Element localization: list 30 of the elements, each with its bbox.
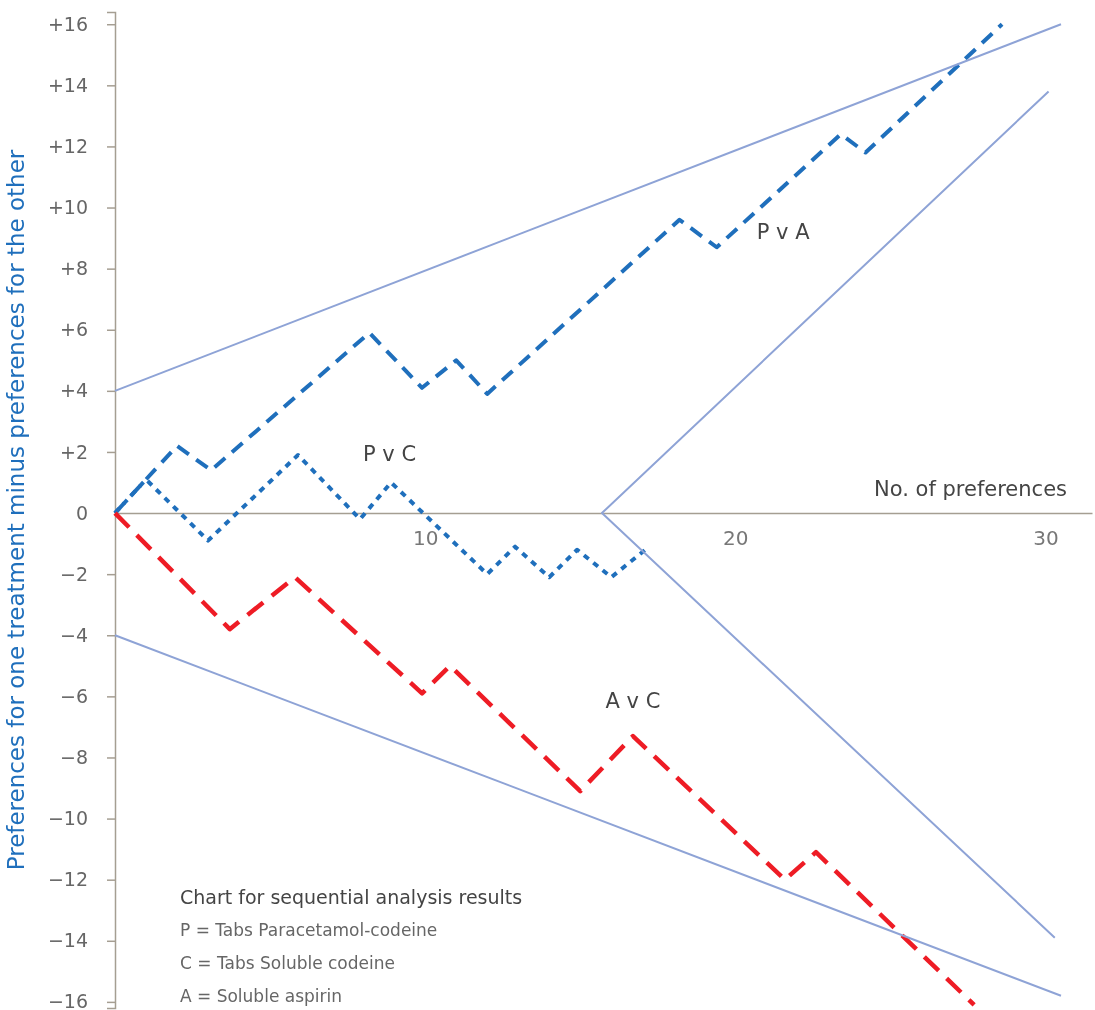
x-tick-label: 30	[1033, 526, 1059, 551]
text: Chart for sequential analysis results	[180, 886, 523, 908]
annotation: C = Tabs Soluble codeine	[180, 953, 395, 973]
y-tick-label: −16	[47, 990, 88, 1010]
x-tick-label: 20	[723, 526, 749, 551]
y-tick-label: −14	[47, 929, 88, 952]
y-tick-label: −8	[59, 746, 88, 769]
y-tick-label: −6	[59, 684, 88, 707]
y-tick-label: +14	[47, 73, 88, 96]
line-series	[112, 510, 977, 1008]
series-label: A v C	[605, 689, 661, 714]
y-tick-label: +6	[59, 318, 88, 341]
annotation: A = Soluble aspirin	[180, 986, 343, 1006]
y-tick-label: +16	[47, 12, 88, 35]
y-tick-label: +2	[59, 440, 88, 463]
annotation: P = Tabs Paracetamol-codeine	[180, 920, 438, 940]
x-tick-label: 10	[412, 526, 439, 551]
y-tick-label: +8	[59, 257, 88, 280]
y-tick-label: −4	[59, 623, 88, 646]
y-tick-label: 0	[75, 501, 88, 524]
x-axis-title: No. of preferences	[874, 477, 1067, 502]
y-tick-label: −10	[47, 807, 88, 830]
y-tick-label: −12	[47, 868, 88, 891]
y-tick-label: +4	[59, 379, 88, 402]
y-tick-label: +12	[47, 135, 88, 158]
series-label: P v C	[363, 441, 417, 466]
y-axis-title: Preferences for one treatment minus preferences for the other	[3, 149, 29, 871]
y-tick-label: +10	[47, 196, 88, 219]
series-label: P v A	[756, 220, 811, 245]
y-tick-label: −2	[59, 562, 88, 585]
